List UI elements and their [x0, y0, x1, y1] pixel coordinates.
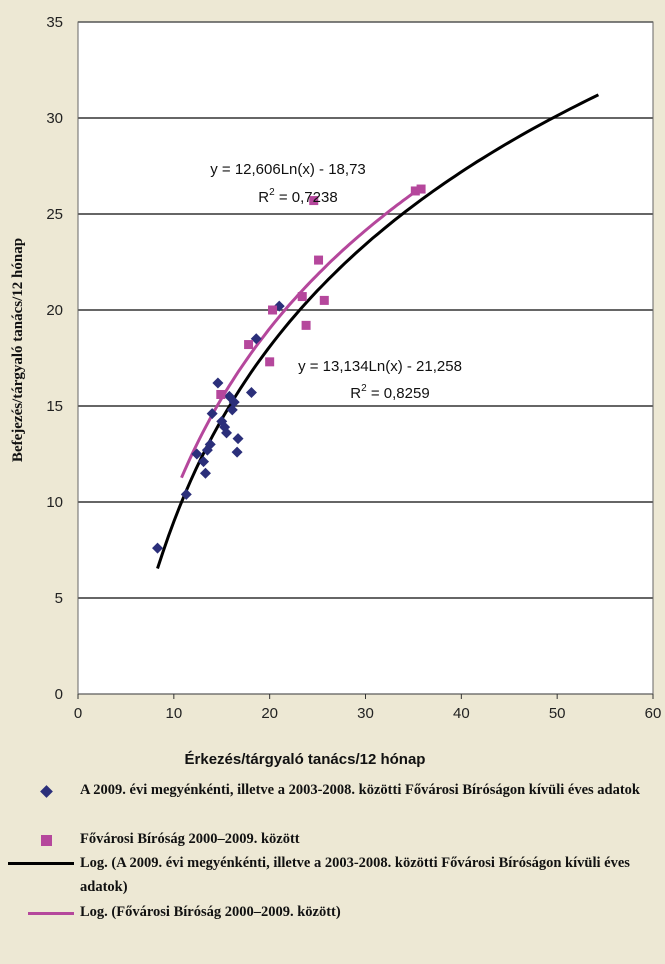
point-series2-4 — [297, 292, 307, 302]
trendline-black-icon — [8, 862, 74, 865]
point-series1-0 — [152, 542, 164, 554]
y-tick-label-0: 0 — [55, 686, 63, 703]
point-series1-7 — [206, 408, 218, 420]
point-series1-1 — [180, 488, 192, 500]
data-points — [152, 184, 426, 554]
point-series2-3 — [268, 305, 278, 315]
x-axis-title: Érkezés/tárgyaló tanács/12 hónap — [185, 751, 426, 768]
point-series2-7 — [314, 255, 324, 265]
gridlines — [77, 21, 654, 699]
point-series2-6 — [309, 196, 319, 206]
point-series1-13 — [226, 404, 238, 416]
point-series2-9 — [410, 186, 420, 196]
trend-equation-2: y = 12,606Ln(x) - 18,73 — [210, 161, 366, 178]
point-series1-6 — [204, 438, 216, 450]
point-series2-2 — [265, 357, 275, 367]
y-tick-label-25: 25 — [46, 206, 63, 223]
x-tick-label-30: 30 — [357, 705, 374, 722]
point-series2-1 — [244, 340, 254, 350]
square-marker-icon — [41, 835, 52, 846]
y-tick-label-30: 30 — [46, 110, 63, 127]
trend-equation-1: y = 13,134Ln(x) - 21,258 — [298, 358, 462, 375]
trend-r2-1: R2 = 0,8259 — [350, 383, 429, 402]
point-series1-17 — [245, 387, 257, 399]
point-series2-0 — [216, 389, 226, 399]
point-series1-18 — [250, 333, 262, 345]
y-tick-label-35: 35 — [46, 14, 63, 31]
plot-area — [78, 22, 653, 694]
point-series1-15 — [231, 446, 243, 458]
x-tick-label-10: 10 — [165, 705, 182, 722]
point-series1-11 — [221, 427, 233, 439]
x-tick-label-0: 0 — [74, 705, 82, 722]
legend-label: Log. (A 2009. évi megyénkénti, illetve a… — [80, 855, 630, 895]
x-tick-label-50: 50 — [549, 705, 566, 722]
x-tick-label-20: 20 — [261, 705, 278, 722]
y-tick-labels: 0 5 10 15 20 25 30 35 — [46, 14, 63, 703]
y-axis-title: Befejezés/tárgyaló tanács/12 hónap — [10, 238, 26, 462]
point-series2-8 — [319, 295, 329, 305]
legend-label: Fővárosi Bíróság 2000–2009. között — [80, 831, 300, 847]
y-tick-label-15: 15 — [46, 398, 63, 415]
y-tick-label-5: 5 — [55, 590, 63, 607]
legend-label: A 2009. évi megyénkénti, illetve a 2003-… — [80, 782, 640, 798]
point-series1-3 — [198, 456, 210, 468]
point-series1-4 — [199, 467, 211, 479]
x-tick-labels: 0 10 20 30 40 50 60 — [74, 705, 662, 722]
point-series2-5 — [301, 320, 311, 330]
point-series1-16 — [232, 433, 244, 445]
trend-r2-2: R2 = 0,7238 — [258, 187, 337, 206]
y-tick-label-20: 20 — [46, 302, 63, 319]
point-series1-8 — [212, 377, 224, 389]
x-tick-label-40: 40 — [453, 705, 470, 722]
scatter-chart: 0 5 10 15 20 25 30 35 0 10 20 30 40 50 60 y = 13,134L… — [10, 14, 662, 768]
point-series1-2 — [191, 448, 203, 460]
point-series1-14 — [228, 396, 240, 408]
legend-label: Log. (Fővárosi Bíróság 2000–2009. között… — [80, 904, 341, 920]
point-series2-10 — [416, 184, 426, 194]
trend-equations: y = 13,134Ln(x) - 21,258 R2 = 0,8259 y = 1… — [210, 161, 462, 402]
diamond-marker-icon — [40, 785, 53, 798]
trendline-pink-icon — [28, 912, 74, 915]
y-tick-label-10: 10 — [46, 494, 63, 511]
x-tick-label-60: 60 — [645, 705, 662, 722]
